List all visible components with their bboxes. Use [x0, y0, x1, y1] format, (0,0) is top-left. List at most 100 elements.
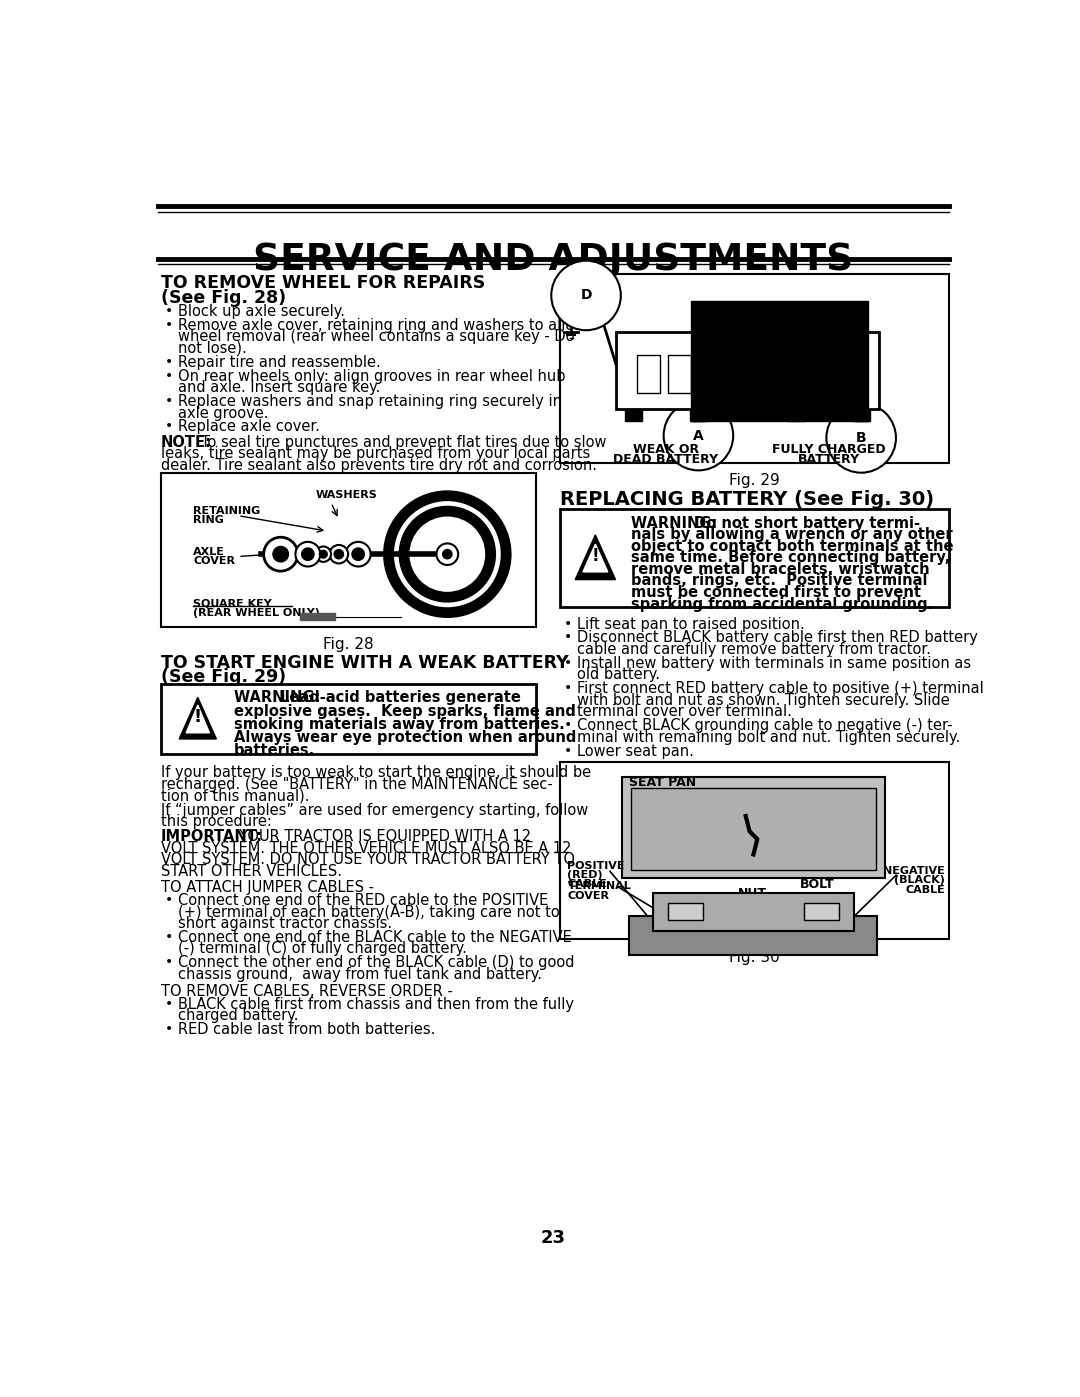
- Bar: [787, 409, 805, 420]
- Text: RETAINING: RETAINING: [193, 506, 260, 515]
- Text: •: •: [165, 355, 174, 369]
- Text: IMPORTANT:: IMPORTANT:: [161, 828, 262, 844]
- Text: NEG: NEG: [812, 909, 832, 919]
- Text: SQUARE KEY: SQUARE KEY: [193, 599, 272, 609]
- Bar: [831, 355, 854, 393]
- Text: −: −: [624, 346, 637, 362]
- Text: •: •: [165, 893, 174, 907]
- Text: A: A: [693, 429, 704, 443]
- Circle shape: [383, 490, 511, 617]
- Text: sparking from accidental grounding.: sparking from accidental grounding.: [631, 597, 933, 612]
- Bar: [669, 902, 703, 921]
- Text: To seal tire punctures and prevent flat tires due to slow: To seal tire punctures and prevent flat …: [201, 434, 606, 450]
- Text: •: •: [165, 305, 174, 319]
- Polygon shape: [186, 705, 210, 733]
- Text: not lose).: not lose).: [177, 341, 246, 356]
- Bar: [559, 509, 948, 608]
- Text: SERVICE AND ADJUSTMENTS: SERVICE AND ADJUSTMENTS: [254, 242, 853, 278]
- Text: •: •: [165, 419, 174, 433]
- Text: NEGATIVE: NEGATIVE: [883, 866, 945, 876]
- Text: •: •: [565, 718, 572, 732]
- Text: Connect one end of the BLACK cable to the NEGATIVE: Connect one end of the BLACK cable to th…: [177, 930, 571, 944]
- Text: POSITIVE: POSITIVE: [567, 861, 625, 870]
- Text: axle groove.: axle groove.: [177, 405, 268, 420]
- Text: Replace axle cover.: Replace axle cover.: [177, 419, 320, 434]
- Text: Fig. 28: Fig. 28: [323, 637, 374, 651]
- Text: VOLT SYSTEM. DO NOT USE YOUR TRACTOR BATTERY TO: VOLT SYSTEM. DO NOT USE YOUR TRACTOR BAT…: [161, 852, 575, 868]
- Bar: [161, 474, 537, 627]
- Text: terminal cover over terminal.: terminal cover over terminal.: [577, 704, 792, 719]
- Text: Disconnect BLACK battery cable first then RED battery: Disconnect BLACK battery cable first the…: [577, 630, 977, 645]
- Text: FULLY CHARGED: FULLY CHARGED: [772, 443, 886, 457]
- Text: explosive gases.  Keep sparks, flame and: explosive gases. Keep sparks, flame and: [234, 704, 576, 718]
- Circle shape: [352, 548, 364, 560]
- Text: remove metal bracelets, wristwatch: remove metal bracelets, wristwatch: [631, 562, 930, 577]
- Circle shape: [346, 542, 370, 567]
- Bar: [852, 409, 869, 420]
- Text: +: +: [858, 346, 869, 362]
- Text: Do not short battery termi-: Do not short battery termi-: [689, 515, 920, 531]
- Text: •: •: [565, 616, 572, 630]
- Text: C: C: [824, 352, 834, 366]
- Text: BLACK cable first from chassis and then from the fully: BLACK cable first from chassis and then …: [177, 997, 573, 1011]
- Text: YOUR TRACTOR IS EQUIPPED WITH A 12: YOUR TRACTOR IS EQUIPPED WITH A 12: [230, 828, 531, 844]
- Text: •: •: [165, 394, 174, 408]
- Text: TO REMOVE CABLES, REVERSE ORDER -: TO REMOVE CABLES, REVERSE ORDER -: [161, 983, 453, 999]
- Text: Replace washers and snap retaining ring securely in: Replace washers and snap retaining ring …: [177, 394, 562, 409]
- Text: smoking materials away from batteries.: smoking materials away from batteries.: [234, 717, 565, 732]
- Text: same time. Before connecting battery,: same time. Before connecting battery,: [631, 550, 950, 566]
- Text: Lift seat pan to raised position.: Lift seat pan to raised position.: [577, 616, 805, 631]
- Text: TO START ENGINE WITH A WEAK BATTERY: TO START ENGINE WITH A WEAK BATTERY: [161, 654, 568, 672]
- Text: with bolt and nut as shown. Tighten securely. Slide: with bolt and nut as shown. Tighten secu…: [577, 693, 949, 708]
- Text: •: •: [565, 630, 572, 644]
- Circle shape: [264, 538, 298, 571]
- Bar: [652, 893, 854, 932]
- Text: TERMINAL: TERMINAL: [567, 882, 631, 891]
- Text: CABLE: CABLE: [567, 879, 607, 888]
- Text: !: !: [193, 708, 202, 726]
- Text: dealer. Tire sealant also prevents tire dry rot and corrosion.: dealer. Tire sealant also prevents tire …: [161, 458, 596, 474]
- Bar: [804, 902, 839, 921]
- Text: short against tractor chassis.: short against tractor chassis.: [177, 916, 392, 930]
- Text: +: +: [694, 346, 707, 362]
- Text: •: •: [565, 743, 572, 757]
- Text: must be connected first to prevent: must be connected first to prevent: [631, 585, 921, 599]
- Bar: [161, 683, 537, 754]
- Text: POS: POS: [676, 909, 694, 919]
- Text: recharged. (See "BATTERY" in the MAINTENANCE sec-: recharged. (See "BATTERY" in the MAINTEN…: [161, 777, 552, 792]
- Text: COVER: COVER: [567, 891, 609, 901]
- Text: If “jumper cables” are used for emergency starting, follow: If “jumper cables” are used for emergenc…: [161, 803, 588, 817]
- Bar: [559, 274, 948, 462]
- Text: NUT: NUT: [738, 887, 767, 900]
- Text: •: •: [165, 930, 174, 944]
- Text: Block up axle securely.: Block up axle securely.: [177, 305, 345, 319]
- Circle shape: [410, 517, 485, 591]
- Text: bands, rings, etc.  Positive terminal: bands, rings, etc. Positive terminal: [631, 573, 928, 588]
- Circle shape: [315, 546, 332, 562]
- Circle shape: [329, 545, 348, 563]
- Text: Always wear eye protection when around: Always wear eye protection when around: [234, 729, 577, 745]
- Text: CABLE: CABLE: [905, 884, 945, 894]
- Text: SEAT PAN: SEAT PAN: [630, 775, 697, 789]
- Bar: [630, 916, 877, 954]
- Text: Fig. 29: Fig. 29: [729, 474, 780, 489]
- Text: NOTE:: NOTE:: [161, 434, 212, 450]
- Text: WASHERS: WASHERS: [315, 490, 377, 500]
- Text: (BLACK): (BLACK): [894, 876, 945, 886]
- Text: object to contact both terminals at the: object to contact both terminals at the: [631, 539, 954, 553]
- Text: (REAR WHEEL ONLY): (REAR WHEEL ONLY): [193, 608, 320, 617]
- Text: BATTERY: BATTERY: [797, 453, 860, 465]
- Text: (+) terminal of each battery(A-B), taking care not to: (+) terminal of each battery(A-B), takin…: [177, 904, 559, 919]
- Text: and axle. Insert square key.: and axle. Insert square key.: [177, 380, 380, 395]
- Text: leaks, tire sealant may be purchased from your local parts: leaks, tire sealant may be purchased fro…: [161, 447, 590, 461]
- Text: (See Fig. 29): (See Fig. 29): [161, 668, 286, 686]
- Circle shape: [320, 550, 327, 557]
- Text: wheel removal (rear wheel contains a square key - Do: wheel removal (rear wheel contains a squ…: [177, 330, 575, 344]
- Bar: [559, 763, 948, 939]
- Text: WARNING:: WARNING:: [234, 690, 326, 705]
- Text: nals by allowing a wrench or any other: nals by allowing a wrench or any other: [631, 527, 953, 542]
- Text: minal with remaining bolt and nut. Tighten securely.: minal with remaining bolt and nut. Tight…: [577, 729, 960, 745]
- Text: Remove axle cover, retaining ring and washers to allow: Remove axle cover, retaining ring and wa…: [177, 317, 585, 332]
- Bar: [622, 778, 886, 877]
- Bar: [669, 355, 691, 393]
